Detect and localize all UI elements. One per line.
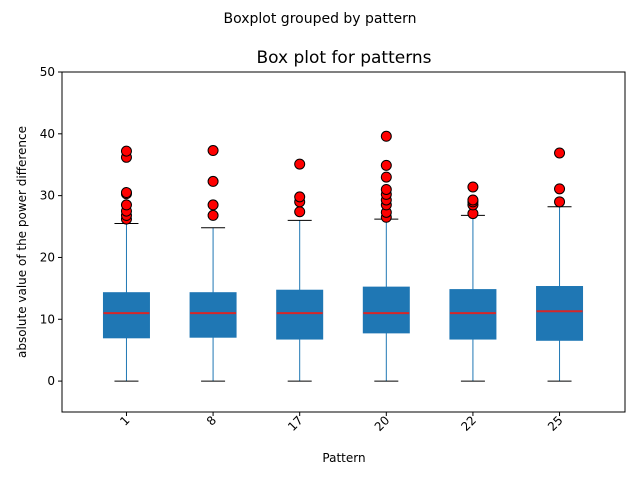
y-tick-label: 0 (47, 374, 55, 388)
y-axis-label: absolute value of the power difference (15, 126, 29, 358)
box (536, 286, 584, 341)
y-tick-label: 20 (40, 250, 55, 264)
box (189, 292, 237, 338)
box (276, 289, 324, 340)
box (362, 286, 410, 334)
outlier-point (554, 183, 566, 195)
outlier-point (380, 183, 392, 195)
y-tick-label: 40 (40, 127, 55, 141)
outlier-point (380, 130, 392, 142)
outlier-point (294, 158, 306, 170)
outlier-point (380, 171, 392, 183)
figure-suptitle: Boxplot grouped by pattern (224, 11, 417, 27)
axes-frame (61, 71, 626, 413)
outlier-point (120, 187, 132, 199)
outlier-point (467, 194, 479, 206)
outlier-point (294, 206, 306, 218)
outlier-point (554, 196, 566, 208)
outlier-point (554, 147, 566, 159)
outlier-point (467, 181, 479, 193)
outlier-point (207, 209, 219, 221)
outlier-point (120, 145, 132, 157)
y-tick-label: 10 (40, 312, 55, 326)
outlier-point (207, 145, 219, 157)
outlier-point (207, 199, 219, 211)
outlier-point (380, 159, 392, 171)
outlier-point (207, 175, 219, 187)
box (102, 292, 150, 339)
outlier-point (120, 199, 132, 211)
x-axis-label: Pattern (322, 451, 365, 465)
y-tick-label: 50 (40, 65, 55, 79)
box (449, 289, 497, 340)
outlier-point (294, 191, 306, 203)
chart-title: Box plot for patterns (256, 48, 431, 68)
y-tick-label: 30 (40, 189, 55, 203)
